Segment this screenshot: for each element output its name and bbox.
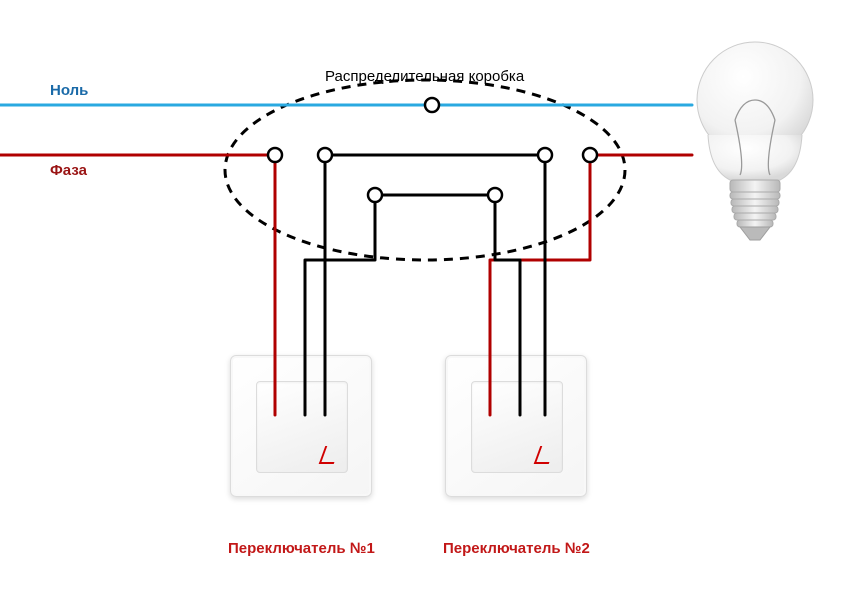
- terminal-s1_t2: [368, 188, 382, 202]
- switch-2-indicator: [534, 446, 556, 464]
- switch-1-rocker: [256, 381, 348, 473]
- switch-2: [445, 355, 587, 497]
- phase-label: Фаза: [50, 162, 87, 179]
- switch-1-label: Переключатель №1: [228, 540, 375, 557]
- switch-2-label: Переключатель №2: [443, 540, 590, 557]
- switch-2-rocker: [471, 381, 563, 473]
- terminal-s1_t1: [318, 148, 332, 162]
- terminal-s2_t1: [538, 148, 552, 162]
- junction-box-outline: [225, 80, 625, 260]
- junction-box-label: Распределительная коробка: [325, 68, 524, 85]
- light-bulb: [680, 40, 830, 250]
- terminal-phase_in: [268, 148, 282, 162]
- terminal-neutral_tap: [425, 98, 439, 112]
- terminal-s2_t2: [488, 188, 502, 202]
- neutral-label: Ноль: [50, 82, 88, 99]
- terminal-phase_out: [583, 148, 597, 162]
- switch-1-indicator: [319, 446, 341, 464]
- switch-1: [230, 355, 372, 497]
